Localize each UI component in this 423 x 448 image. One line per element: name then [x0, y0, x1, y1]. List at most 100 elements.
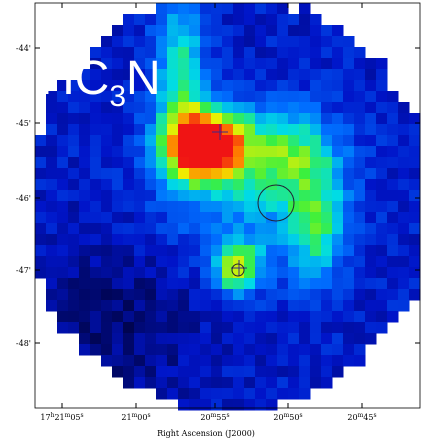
map-pixel	[398, 190, 410, 202]
map-pixel	[79, 223, 91, 235]
map-pixel	[101, 80, 113, 92]
map-pixel	[46, 267, 58, 279]
map-pixel	[68, 300, 80, 312]
map-pixel	[266, 289, 278, 301]
map-pixel	[244, 311, 256, 323]
map-pixel	[233, 146, 245, 158]
map-pixel	[244, 245, 256, 257]
map-pixel	[46, 278, 58, 290]
map-pixel	[79, 333, 91, 345]
map-pixel	[79, 212, 91, 224]
map-pixel	[409, 124, 421, 136]
map-pixel	[321, 234, 333, 246]
map-pixel	[255, 135, 267, 147]
map-pixel	[134, 245, 146, 257]
map-pixel	[222, 344, 234, 356]
map-pixel	[123, 190, 135, 202]
map-pixel	[376, 256, 388, 268]
map-pixel	[233, 47, 245, 59]
map-pixel	[222, 388, 234, 400]
map-pixel	[244, 256, 256, 268]
x-tick-part: 21	[121, 413, 131, 422]
map-pixel	[288, 245, 300, 257]
map-pixel	[310, 344, 322, 356]
map-pixel	[332, 311, 344, 323]
map-pixel	[288, 311, 300, 323]
map-pixel	[398, 212, 410, 224]
map-pixel	[57, 179, 69, 191]
map-pixel	[354, 267, 366, 279]
map-pixel	[90, 190, 102, 202]
map-pixel	[178, 256, 190, 268]
map-pixel	[189, 366, 201, 378]
map-pixel	[101, 190, 113, 202]
map-pixel	[255, 289, 267, 301]
map-pixel	[123, 168, 135, 180]
map-pixel	[255, 333, 267, 345]
map-pixel	[134, 278, 146, 290]
map-pixel	[189, 267, 201, 279]
map-pixel	[211, 25, 223, 37]
map-pixel	[310, 366, 322, 378]
map-pixel	[90, 135, 102, 147]
map-pixel	[255, 157, 267, 169]
map-pixel	[266, 212, 278, 224]
map-pixel	[200, 146, 212, 158]
map-pixel	[310, 47, 322, 59]
map-pixel	[79, 278, 91, 290]
map-pixel	[233, 234, 245, 246]
map-pixel	[112, 201, 124, 213]
map-pixel	[266, 102, 278, 114]
map-pixel	[343, 36, 355, 48]
map-pixel	[398, 267, 410, 279]
map-pixel	[409, 234, 421, 246]
map-pixel	[376, 135, 388, 147]
map-pixel	[189, 388, 201, 400]
map-pixel	[387, 300, 399, 312]
map-pixel	[211, 157, 223, 169]
map-pixel	[134, 256, 146, 268]
map-pixel	[244, 69, 256, 81]
map-pixel	[332, 322, 344, 334]
map-pixel	[332, 190, 344, 202]
map-pixel	[200, 113, 212, 125]
map-pixel	[310, 256, 322, 268]
map-pixel	[101, 179, 113, 191]
map-pixel	[288, 168, 300, 180]
map-pixel	[90, 278, 102, 290]
map-pixel	[167, 157, 179, 169]
map-pixel	[387, 91, 399, 103]
map-pixel	[167, 322, 179, 334]
map-pixel	[244, 344, 256, 356]
map-pixel	[189, 322, 201, 334]
map-pixel	[68, 289, 80, 301]
map-pixel	[178, 146, 190, 158]
map-pixel	[178, 157, 190, 169]
map-pixel	[233, 14, 245, 26]
map-pixel	[35, 179, 47, 191]
frame	[34, 2, 421, 409]
map-pixel	[343, 201, 355, 213]
map-pixel	[310, 135, 322, 147]
map-pixel	[255, 399, 267, 411]
map-pixel	[134, 355, 146, 367]
map-pixel	[343, 157, 355, 169]
map-pixel	[354, 201, 366, 213]
map-pixel	[134, 201, 146, 213]
map-pixel	[233, 36, 245, 48]
map-pixel	[288, 333, 300, 345]
map-pixel	[310, 146, 322, 158]
map-pixel	[145, 80, 157, 92]
map-pixel	[68, 135, 80, 147]
map-pixel	[343, 256, 355, 268]
map-pixel	[156, 256, 168, 268]
map-pixel	[277, 322, 289, 334]
map-pixel	[211, 58, 223, 70]
map-pixel	[266, 256, 278, 268]
x-tick-part: m	[65, 412, 71, 419]
y-tick-label: -48'	[16, 339, 31, 348]
map-pixel	[178, 322, 190, 334]
map-pixel	[244, 355, 256, 367]
map-pixel	[310, 58, 322, 70]
map-pixel	[46, 102, 58, 114]
